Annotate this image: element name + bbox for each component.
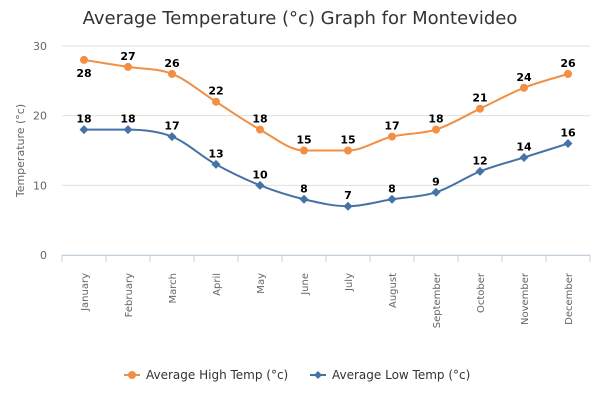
data-label: 8 <box>388 182 396 195</box>
data-label: 18 <box>428 113 443 126</box>
data-point[interactable] <box>123 125 133 135</box>
data-label: 27 <box>120 50 135 63</box>
x-tick-label: April <box>212 273 223 296</box>
x-tick-label: December <box>564 272 575 325</box>
data-label: 10 <box>252 168 268 181</box>
legend-marker[interactable] <box>128 371 136 379</box>
data-point[interactable] <box>343 201 353 211</box>
data-label: 26 <box>164 57 180 70</box>
y-tick-label: 0 <box>40 249 47 262</box>
data-label: 14 <box>516 140 532 153</box>
data-point[interactable] <box>300 146 308 155</box>
data-point[interactable] <box>212 97 220 106</box>
data-point[interactable] <box>388 132 396 141</box>
data-label: 15 <box>296 134 311 147</box>
data-label: 18 <box>76 113 91 126</box>
data-label: 13 <box>208 147 223 160</box>
data-label: 24 <box>516 71 532 84</box>
data-point[interactable] <box>564 69 572 78</box>
data-label: 17 <box>384 120 399 133</box>
data-point[interactable] <box>167 132 177 142</box>
data-point[interactable] <box>168 69 176 78</box>
data-label: 26 <box>560 57 576 70</box>
legend-item-label[interactable]: Average High Temp (°c) <box>146 368 288 382</box>
data-point[interactable] <box>476 104 484 113</box>
data-label: 22 <box>208 85 223 98</box>
data-label: 8 <box>300 182 308 195</box>
chart-title: Average Temperature (°c) Graph for Monte… <box>82 8 518 29</box>
data-point[interactable] <box>255 180 265 190</box>
x-tick-label: July <box>344 273 355 292</box>
data-point[interactable] <box>520 83 528 92</box>
data-label: 21 <box>472 92 487 105</box>
series-line <box>84 128 569 208</box>
legend-marker[interactable] <box>314 371 322 379</box>
x-tick-label: September <box>432 272 443 328</box>
x-tick-label: August <box>388 273 399 308</box>
data-label: 18 <box>252 113 267 126</box>
x-tick-label: June <box>300 273 311 296</box>
data-point[interactable] <box>431 187 441 197</box>
data-point[interactable] <box>432 125 440 134</box>
data-point[interactable] <box>256 125 264 134</box>
data-point[interactable] <box>563 139 573 149</box>
series-line <box>83 58 569 152</box>
data-label: 15 <box>340 134 355 147</box>
data-label: 16 <box>560 127 576 140</box>
data-label: 12 <box>472 154 487 167</box>
data-point[interactable] <box>124 62 132 71</box>
x-tick-label: May <box>256 273 267 294</box>
data-point[interactable] <box>80 55 88 64</box>
data-point[interactable] <box>475 166 485 176</box>
data-label: 17 <box>164 120 179 133</box>
data-point[interactable] <box>387 194 397 204</box>
y-tick-label: 20 <box>33 110 47 123</box>
legend-item-label[interactable]: Average Low Temp (°c) <box>332 368 470 382</box>
data-point[interactable] <box>79 125 89 135</box>
x-tick-label: November <box>520 272 531 325</box>
y-tick-label: 30 <box>33 40 47 53</box>
data-label: 28 <box>76 67 91 80</box>
y-tick-label: 10 <box>33 179 47 192</box>
x-tick-label: March <box>168 273 179 303</box>
data-label: 18 <box>120 113 135 126</box>
x-tick-label: February <box>124 273 135 317</box>
data-point[interactable] <box>299 194 309 204</box>
data-label: 7 <box>344 189 352 202</box>
data-point[interactable] <box>519 152 529 162</box>
data-label: 9 <box>432 175 440 188</box>
data-point[interactable] <box>344 146 352 155</box>
data-point[interactable] <box>211 159 221 169</box>
y-axis-title: Temperature (°c) <box>14 104 27 198</box>
x-tick-label: October <box>476 272 487 313</box>
x-tick-label: January <box>80 273 91 312</box>
